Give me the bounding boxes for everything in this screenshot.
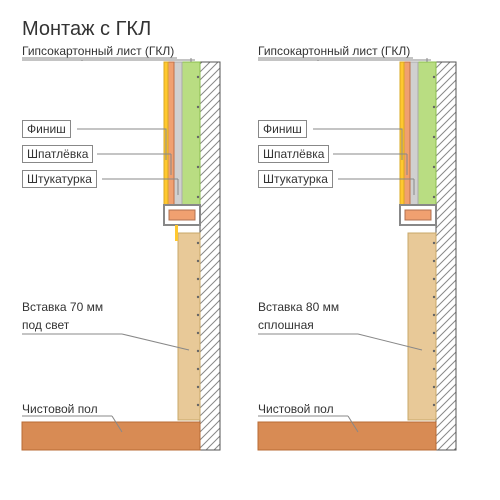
label-shtukaturka: Штукатурка [258, 170, 333, 188]
diagram-svg [0, 0, 500, 500]
label-insert-line2: под свет [22, 318, 69, 332]
label-gkl: Гипсокартонный лист (ГКЛ) [22, 44, 174, 58]
label-finish: Финиш [22, 120, 71, 138]
label-insert-line1: Вставка 80 мм [258, 300, 339, 314]
label-floor: Чистовой пол [258, 402, 334, 416]
label-shpatlevka: Шпатлёвка [22, 145, 93, 163]
label-insert-line1: Вставка 70 мм [22, 300, 103, 314]
diagram-title: Монтаж с ГКЛ [22, 18, 151, 41]
label-shpatlevka: Шпатлёвка [258, 145, 329, 163]
label-gkl: Гипсокартонный лист (ГКЛ) [258, 44, 410, 58]
label-insert-line2: сплошная [258, 318, 314, 332]
label-finish: Финиш [258, 120, 307, 138]
label-floor: Чистовой пол [22, 402, 98, 416]
label-shtukaturka: Штукатурка [22, 170, 97, 188]
